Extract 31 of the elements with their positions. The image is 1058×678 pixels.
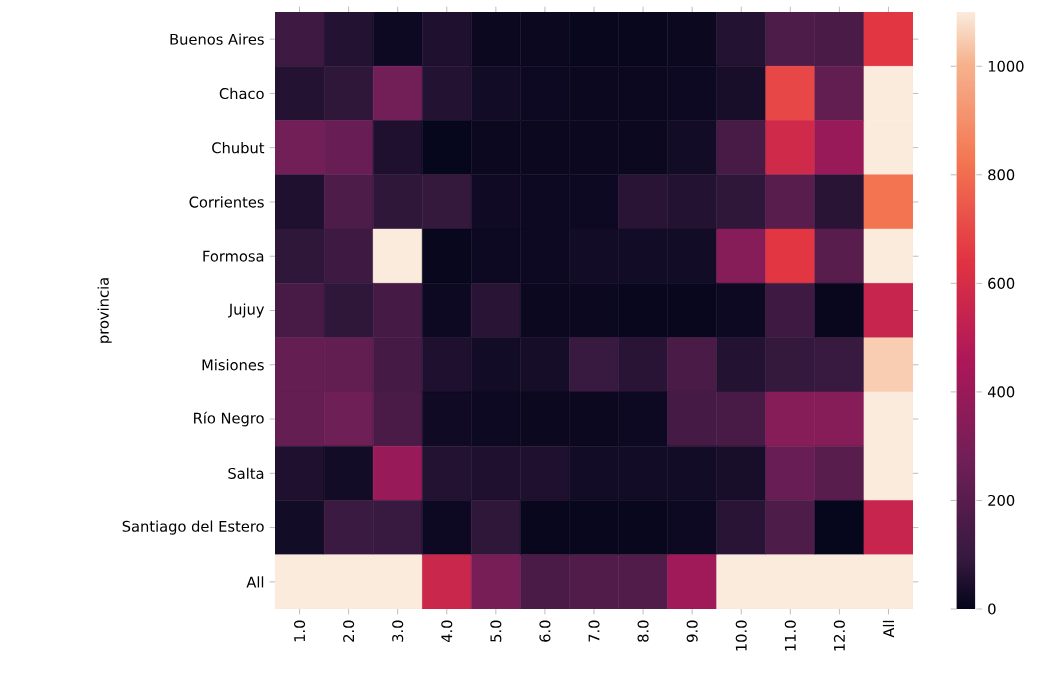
color-bar-label: 400: [987, 386, 1015, 398]
x-tick-label: 2.0: [343, 620, 355, 642]
y-tick-label: Formosa: [203, 250, 264, 262]
x-tick-label: 8.0: [637, 620, 649, 642]
y-tick-label: Río Negro: [194, 411, 264, 427]
x-tick-label: 12.0: [833, 620, 845, 651]
color-bar-label: 0: [988, 603, 996, 615]
x-tick-label: 7.0: [588, 620, 600, 642]
y-tick-label: Chubut: [212, 142, 265, 154]
y-tick-label: Jujuy: [228, 303, 265, 318]
x-tick-label: 10.0: [735, 620, 747, 651]
x-tick-label: 6.0: [539, 620, 551, 642]
x-tick-label: 5.0: [490, 620, 502, 642]
color-bar-label: 800: [988, 169, 1015, 181]
x-tick-label: All: [882, 620, 895, 638]
color-bar-label: 600: [988, 277, 1015, 289]
color-bar-label: 1000: [988, 60, 1024, 72]
x-tick-label: 9.0: [686, 620, 698, 642]
x-tick-label: 4.0: [441, 620, 453, 643]
y-tick-label: All: [246, 576, 264, 588]
y-tick-label: Corrientes: [189, 196, 264, 208]
x-tick-label: 11.0: [784, 620, 796, 651]
y-tick-label: Misiones: [202, 359, 264, 371]
x-tick-label: 1.0: [294, 620, 306, 642]
y-axis-title: provincia: [97, 278, 112, 343]
y-tick-label: Santiago del Estero: [122, 520, 264, 535]
y-tick-label: Buenos Aires: [170, 33, 264, 45]
x-tick-label: 3.0: [392, 620, 404, 642]
color-bar-label: 200: [988, 494, 1015, 506]
y-tick-label: Salta: [228, 467, 264, 479]
y-tick-label: Chaco: [219, 87, 264, 100]
